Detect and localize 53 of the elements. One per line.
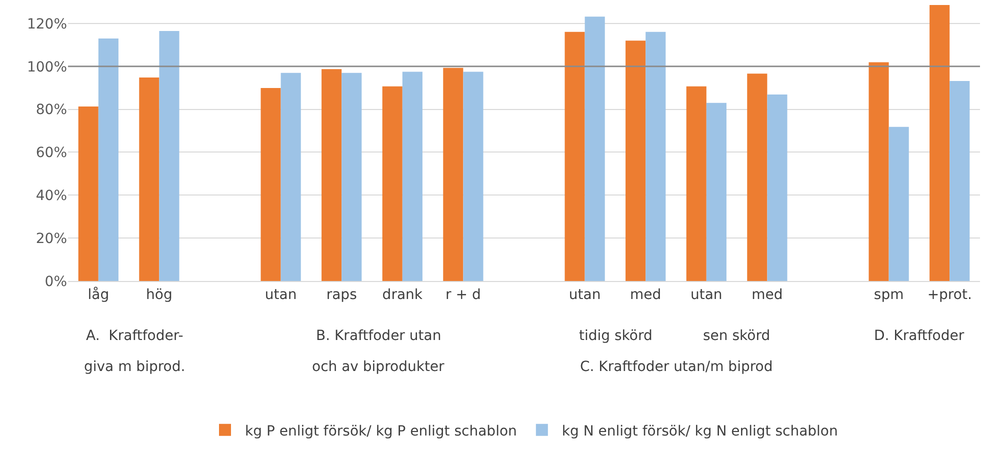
bar [564,32,585,281]
bar [260,88,281,281]
bar [402,72,422,281]
bar [747,74,768,281]
bar [584,16,605,281]
bar [646,32,666,281]
x-tick-label: med [752,286,783,303]
text: B. Kraftfoder utan [316,328,442,344]
bar [322,69,342,281]
x-tick-label: r + d [446,286,481,303]
bar [139,78,160,281]
legend-label: kg P enligt försök/ kg P enligt schablon [245,423,517,440]
x-tick-label: låg [88,286,110,303]
bar [78,106,98,281]
text: tidig skörd [579,328,652,344]
y-tick-label: 0% [44,274,67,290]
bar [443,68,464,281]
bar [686,86,706,281]
bar [382,86,402,281]
legend-label: kg N enligt försök/ kg N enligt schablon [562,423,838,440]
x-tick-label: utan [568,286,601,303]
bar [280,72,301,281]
text: A. Kraftfoder- [86,328,184,344]
bar [767,94,788,281]
bar [342,72,362,281]
bar [868,62,889,281]
bar [930,5,950,281]
bar [888,126,909,281]
y-tick-label: 120% [26,16,67,32]
text: och av biprodukter [312,359,445,375]
x-tick-label: +prot. [927,286,972,303]
x-tick-label: hög [146,286,172,303]
x-tick-label: raps [326,286,357,303]
text: C. Kraftfoder utan/m biprod [580,359,773,375]
y-tick-label: 100% [26,59,67,76]
text: sen skörd [703,328,770,344]
text: giva m biprod. [84,359,186,375]
x-tick-label: utan [690,286,722,303]
bar [159,30,180,281]
x-tick-label: utan [264,286,297,303]
bar [706,102,726,281]
bar [463,72,484,281]
text: D. Kraftfoder [874,328,964,344]
y-tick-label: 20% [36,230,67,247]
x-tick-label: med [630,286,662,303]
bar [626,40,646,281]
bar [950,80,970,281]
x-tick-label: spm [874,286,904,303]
y-tick-label: 80% [36,102,67,118]
y-tick-label: 40% [36,188,67,204]
x-tick-label: drank [382,286,424,303]
y-tick-label: 60% [36,145,67,162]
bar [98,38,118,281]
